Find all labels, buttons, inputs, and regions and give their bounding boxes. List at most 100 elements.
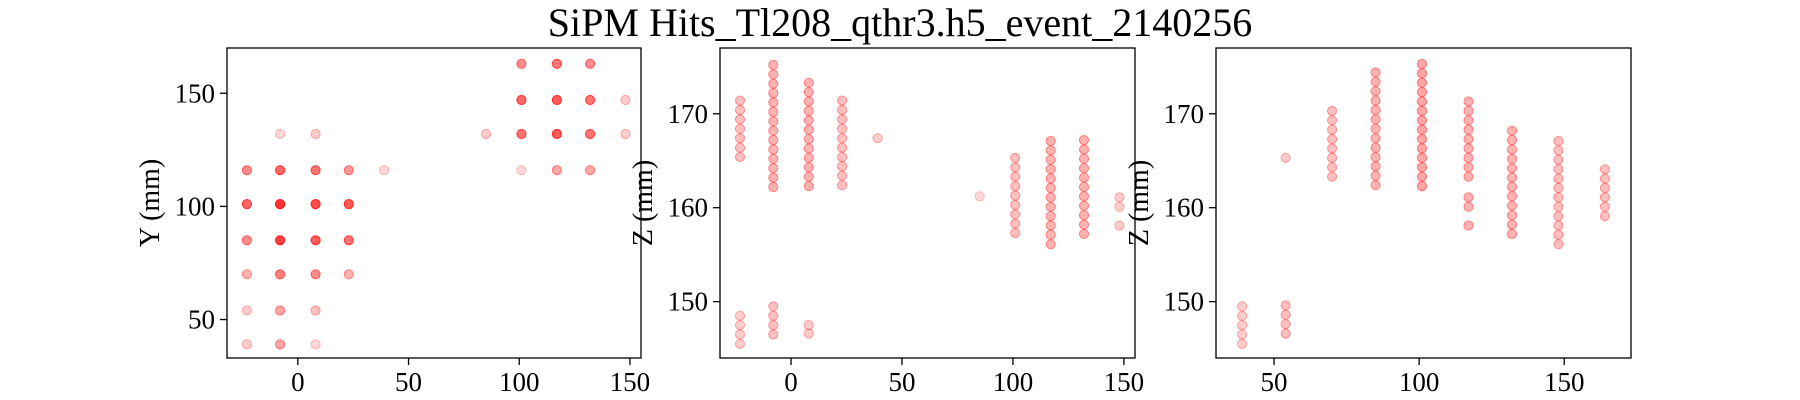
- y-tick-label: 150: [668, 287, 709, 317]
- hit-point: [734, 329, 746, 340]
- hit-point: [1045, 201, 1056, 212]
- hit-point: [734, 133, 746, 144]
- plot-frame-xy: [226, 47, 642, 359]
- x-tick-label: 100: [993, 367, 1034, 397]
- hit-point: [803, 105, 814, 117]
- hit-point: [241, 165, 252, 176]
- hit-point: [241, 199, 252, 210]
- y-axis-label: Z (mm): [628, 160, 659, 246]
- hit-point: [1370, 151, 1381, 163]
- hit-point: [768, 88, 779, 99]
- hit-point: [1010, 162, 1021, 173]
- hit-point: [1078, 219, 1090, 230]
- hit-point: [620, 94, 631, 106]
- y-tick-label: 150: [1164, 287, 1205, 317]
- hit-point: [1078, 135, 1090, 146]
- y-tick-label: 150: [175, 78, 216, 108]
- hit-point: [837, 142, 848, 153]
- hit-point: [1370, 161, 1381, 172]
- hit-point: [1237, 301, 1248, 312]
- hit-point: [1237, 310, 1248, 321]
- hit-point: [803, 162, 814, 173]
- hit-point: [1463, 105, 1474, 117]
- hit-point: [1463, 171, 1474, 182]
- hit-point: [1506, 144, 1518, 155]
- hit-point: [275, 305, 286, 316]
- hit-point: [310, 128, 321, 140]
- hits-yz: [1237, 58, 1611, 349]
- hit-point: [1010, 209, 1021, 220]
- hit-point: [551, 58, 563, 69]
- x-tick-label: 100: [499, 367, 540, 397]
- hit-point: [1045, 229, 1056, 240]
- hit-point: [803, 124, 814, 135]
- y-axis-label: Y (mm): [135, 159, 166, 247]
- hit-point: [1045, 154, 1056, 165]
- hit-point: [1370, 104, 1381, 116]
- hit-point: [1327, 171, 1338, 182]
- hit-point: [1416, 124, 1428, 135]
- hit-point: [1463, 143, 1474, 154]
- hit-point: [837, 133, 848, 144]
- x-tick-label: 150: [1544, 367, 1585, 397]
- hit-point: [1463, 115, 1474, 126]
- y-tick-label: 160: [1164, 193, 1205, 223]
- hit-point: [1599, 164, 1611, 175]
- hit-point: [1463, 152, 1474, 163]
- hit-point: [1463, 201, 1474, 212]
- hit-point: [768, 153, 779, 164]
- hit-point: [310, 199, 321, 210]
- hit-point: [275, 235, 286, 246]
- hit-point: [343, 165, 354, 176]
- hit-point: [734, 142, 746, 153]
- y-tick-label: 170: [1164, 99, 1205, 129]
- x-tick-label: 50: [395, 367, 422, 397]
- hit-point: [343, 235, 354, 246]
- hit-point: [1078, 210, 1090, 221]
- hit-point: [551, 94, 563, 106]
- hit-point: [1280, 309, 1291, 320]
- hit-point: [837, 151, 848, 163]
- hit-point: [1370, 180, 1381, 191]
- hit-point: [768, 59, 779, 71]
- hit-point: [1370, 142, 1381, 153]
- hit-point: [1010, 199, 1021, 210]
- hit-point: [516, 58, 527, 69]
- hit-point: [1506, 163, 1518, 174]
- hit-point: [768, 116, 779, 127]
- hit-point: [1078, 228, 1090, 240]
- hit-point: [275, 269, 286, 280]
- hit-point: [1599, 211, 1611, 222]
- hit-point: [1327, 115, 1338, 126]
- hit-point: [1553, 173, 1564, 184]
- hit-point: [1553, 229, 1564, 240]
- hit-point: [1553, 154, 1564, 165]
- hit-point: [1506, 172, 1518, 183]
- hit-point: [803, 181, 814, 192]
- hit-point: [1010, 181, 1021, 192]
- hit-point: [310, 269, 321, 280]
- hit-point: [768, 144, 779, 155]
- hit-point: [1416, 96, 1428, 107]
- hit-point: [1506, 219, 1518, 230]
- hit-point: [1553, 145, 1564, 156]
- hit-point: [1010, 218, 1021, 229]
- hit-point: [803, 134, 814, 145]
- hit-point: [803, 328, 814, 339]
- hit-point: [734, 338, 746, 349]
- hit-point: [1599, 192, 1611, 203]
- hit-point: [1010, 228, 1021, 239]
- hit-point: [1506, 191, 1518, 202]
- hit-point: [1416, 181, 1428, 192]
- hit-point: [1045, 239, 1056, 250]
- hit-point: [379, 165, 390, 176]
- hit-point: [1280, 300, 1291, 311]
- hit-point: [1463, 192, 1474, 203]
- hit-point: [1045, 220, 1056, 231]
- hit-point: [585, 94, 596, 106]
- hit-point: [734, 320, 746, 331]
- hit-point: [803, 143, 814, 154]
- x-tick-label: 0: [784, 367, 798, 397]
- hit-point: [310, 235, 321, 246]
